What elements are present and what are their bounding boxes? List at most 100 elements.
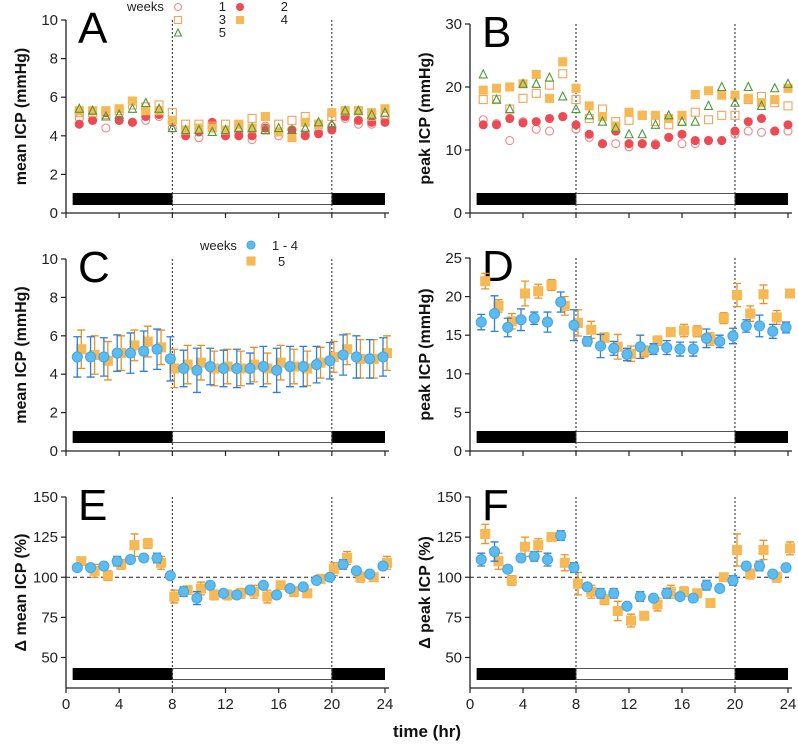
- y-tick-label: 30: [445, 16, 462, 33]
- data-point: [661, 587, 673, 599]
- x-tick-label: 16: [674, 696, 691, 713]
- data-point: [257, 579, 269, 591]
- y-tick-label: 2: [50, 166, 58, 183]
- data-point: [207, 126, 218, 136]
- data-point: [154, 103, 164, 113]
- dark-period-bar: [735, 668, 788, 680]
- data-point: [127, 117, 138, 127]
- data-point: [87, 104, 98, 115]
- data-point: [677, 139, 687, 149]
- dark-period-bar: [72, 431, 173, 443]
- data-point: [730, 126, 740, 136]
- data-point: [502, 563, 514, 575]
- data-point: [194, 124, 204, 135]
- legend-label: 1: [219, 0, 226, 14]
- data-point: [247, 122, 257, 133]
- data-point: [154, 106, 164, 116]
- data-point: [621, 348, 633, 361]
- y-tick-label: 5: [454, 404, 462, 421]
- data-point: [300, 131, 310, 141]
- data-point: [247, 113, 257, 123]
- panel-F: F 50 75 100 125 150 0 4 8 12 16 20 24 Δ peak ICP (%): [417, 481, 796, 713]
- data-point: [88, 115, 98, 125]
- series-4: [74, 96, 390, 143]
- data-point: [518, 118, 528, 128]
- data-point: [531, 88, 541, 98]
- data-point: [652, 335, 663, 346]
- data-point: [284, 360, 296, 373]
- data-point: [637, 139, 647, 149]
- data-point: [505, 136, 515, 146]
- data-point: [674, 343, 686, 355]
- data-point: [111, 347, 123, 359]
- data-point: [664, 132, 674, 142]
- data-point: [502, 321, 514, 334]
- y-tick-label: 125: [437, 529, 462, 546]
- data-point: [690, 107, 700, 117]
- data-point: [129, 540, 140, 551]
- data-point: [350, 351, 362, 363]
- data-point: [217, 587, 230, 599]
- data-point: [300, 117, 310, 127]
- y-tick-label: 75: [41, 609, 58, 626]
- light-period-bar: [575, 668, 736, 680]
- data-point: [568, 319, 580, 331]
- y-tick-label: 8: [50, 289, 58, 306]
- data-point: [364, 353, 376, 365]
- data-point: [557, 90, 568, 101]
- y-tick-label: 125: [33, 529, 58, 546]
- data-point: [625, 615, 637, 626]
- legend-label: 4: [281, 12, 288, 27]
- data-point: [705, 597, 716, 608]
- data-point: [300, 122, 311, 133]
- data-point: [260, 111, 270, 122]
- data-point: [621, 600, 633, 612]
- y-tick-label: 15: [445, 327, 462, 344]
- y-tick-label: 75: [445, 609, 462, 626]
- legend-label: 2: [281, 0, 288, 14]
- data-point: [478, 68, 489, 79]
- data-point: [584, 101, 594, 111]
- data-point: [581, 581, 593, 593]
- data-point: [337, 558, 349, 570]
- data-point: [271, 364, 283, 376]
- data-point: [101, 123, 111, 133]
- data-point: [271, 589, 283, 601]
- data-point: [650, 140, 661, 150]
- y-axis-label: peak ICP (mmHg): [417, 288, 434, 420]
- data-point: [169, 363, 180, 374]
- data-point: [297, 581, 309, 593]
- data-point: [647, 343, 660, 355]
- y-tick-label: 0: [50, 205, 58, 222]
- data-point: [716, 81, 727, 92]
- dark-period-bar: [331, 668, 385, 680]
- data-point: [220, 124, 231, 135]
- series-1-4: [475, 291, 792, 362]
- data-point: [518, 78, 528, 88]
- y-tick-label: 0: [454, 443, 462, 460]
- data-point: [528, 550, 540, 562]
- y-axis-label: Δ peak ICP (%): [417, 536, 434, 649]
- data-point: [753, 320, 766, 332]
- data-point: [661, 342, 673, 354]
- dark-period-bar: [331, 193, 385, 205]
- data-point: [584, 129, 594, 139]
- data-point: [204, 360, 216, 373]
- data-point: [367, 117, 377, 127]
- light-period-bar: [171, 431, 333, 443]
- dark-period-bar: [476, 668, 576, 680]
- data-point: [204, 579, 216, 591]
- y-tick-label: 100: [33, 569, 58, 586]
- data-point: [546, 279, 557, 291]
- panel-C: C 0 2 4 6 8 10 mean ICP (mmHg): [13, 243, 393, 460]
- light-period-bar: [575, 193, 736, 205]
- data-point: [533, 540, 544, 551]
- series-5: [480, 523, 796, 628]
- data-point: [478, 120, 488, 130]
- data-point: [571, 103, 581, 114]
- data-point: [740, 560, 752, 572]
- data-point: [780, 321, 792, 334]
- data-point: [690, 136, 700, 146]
- data-point: [783, 78, 793, 88]
- data-point: [783, 120, 793, 130]
